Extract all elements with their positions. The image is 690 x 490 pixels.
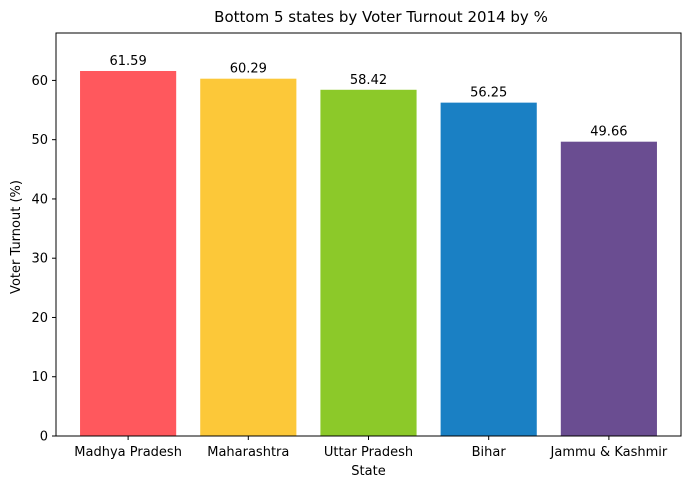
data-label-2: 58.42 [350,73,387,88]
y-tick-label-3: 30 [31,252,48,267]
plot-frame [55,32,682,437]
y-tick-label-0: 0 [40,430,48,445]
bar-1 [200,78,297,436]
y-tick-label-4: 40 [31,192,48,207]
bar-4 [560,141,657,436]
x-tick-label-3: Bihar [472,445,507,460]
x-tick-label-4: Jammu & Kashmir [550,445,668,460]
bars-group [80,70,657,437]
y-axis-title: Voter Turnout (%) [9,180,24,294]
bar-3 [440,102,537,436]
data-label-0: 61.59 [110,54,147,69]
data-label-1: 60.29 [230,62,267,77]
x-tick-label-2: Uttar Pradesh [324,445,413,460]
y-axis: 0 10 20 30 40 50 60 [31,74,56,445]
y-tick-label-5: 50 [31,133,48,148]
y-tick-label-2: 20 [31,311,48,326]
bar-0 [80,70,177,436]
data-label-4: 49.66 [590,125,627,140]
y-tick-label-1: 10 [31,370,48,385]
x-axis: Madhya Pradesh Maharashtra Uttar Pradesh Bi… [74,436,668,460]
data-labels-group: 61.59 60.29 58.42 56.25 49.66 [110,54,628,140]
chart-title: Bottom 5 states by Voter Turnout 2014 by… [214,8,548,26]
x-tick-label-0: Madhya Pradesh [74,445,182,460]
y-tick-label-6: 60 [31,74,48,89]
data-label-3: 56.25 [470,86,507,101]
x-axis-title: State [351,464,385,479]
x-tick-label-1: Maharashtra [207,445,289,460]
bar-2 [320,89,417,437]
